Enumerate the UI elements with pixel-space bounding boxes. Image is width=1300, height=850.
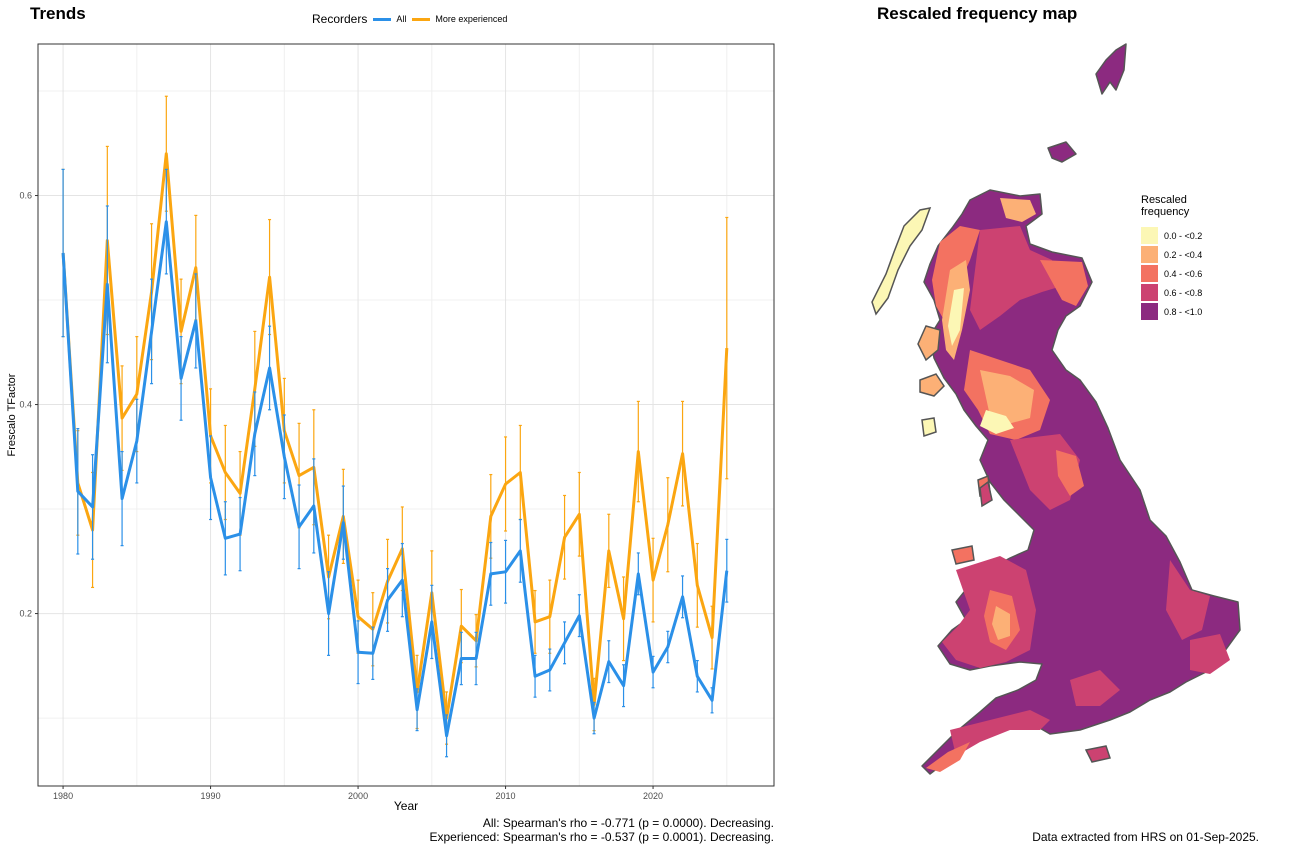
zone-04-06-east	[1040, 260, 1088, 306]
x-axis-title: Year	[394, 799, 418, 813]
zone-02-04-central	[980, 370, 1034, 424]
map-mull	[919, 373, 945, 397]
map-legend-row: 0.2 - <0.4	[1141, 245, 1202, 264]
zone-00-02-west	[948, 288, 964, 346]
map-legend-row: 0.8 - <1.0	[1141, 302, 1202, 321]
zone-06-08-highlands	[970, 226, 1062, 330]
legend-swatch-all	[373, 17, 392, 21]
legend-label-experienced: More experienced	[435, 14, 508, 24]
map-outer-hebrides	[871, 207, 932, 316]
zone-02-04-northcoast	[1000, 198, 1036, 222]
y-tick-label: 0.6	[19, 191, 32, 201]
data-source-note: Data extracted from HRS on 01-Sep-2025.	[1032, 830, 1259, 844]
map-isle-of-man	[979, 480, 993, 508]
map-legend-swatch	[1141, 227, 1158, 244]
legend-swatch-experienced	[412, 17, 431, 21]
map-isle-of-wight	[1084, 745, 1111, 763]
map-islay	[921, 417, 937, 438]
x-tick-label: 2000	[348, 791, 368, 801]
zone-00-02-central	[980, 410, 1014, 434]
map-legend-label: 0.8 - <1.0	[1164, 306, 1203, 317]
x-tick-label: 2020	[643, 791, 663, 801]
series-line-experienced	[61, 152, 729, 720]
map-legend-label: 0.2 - <0.4	[1164, 249, 1203, 260]
map-legend: Rescaled frequency 0.0 - <0.2 0.2 - <0.4 0…	[1141, 194, 1202, 321]
stats-all: All: Spearman's rho = -0.771 (p = 0.0000…	[482, 816, 774, 830]
spearman-stats: All: Spearman's rho = -0.771 (p = 0.0000…	[430, 816, 775, 844]
map-legend-row: 0.0 - <0.2	[1141, 226, 1202, 245]
trends-legend: Recorders All More experienced	[312, 12, 507, 26]
x-tick-label: 1980	[53, 791, 73, 801]
zone-04-06-cornwall	[926, 742, 970, 772]
legend-title: Recorders	[312, 12, 368, 26]
zone-04-06-pennines	[1056, 450, 1084, 496]
map-legend-swatch	[1141, 246, 1158, 263]
map-legend-swatch	[1141, 303, 1158, 320]
x-tick-label: 2010	[496, 791, 516, 801]
map-legend-title-2: frequency	[1141, 206, 1190, 218]
trends-title: Trends	[30, 4, 86, 23]
y-axis-title: Frescalo TFactor	[6, 373, 18, 456]
legend-item-experienced: More experienced	[412, 14, 507, 24]
y-tick-label: 0.4	[19, 400, 32, 410]
plot-panel-border	[37, 43, 775, 787]
map-legend-label: 0.6 - <0.8	[1164, 287, 1203, 298]
map-legend-swatch	[1141, 265, 1158, 282]
zone-06-08-southeast	[1190, 634, 1230, 674]
frequency-map	[871, 43, 1241, 775]
map-legend-swatch	[1141, 284, 1158, 301]
series-line-all	[61, 220, 729, 738]
map-legend-label: 0.4 - <0.6	[1164, 268, 1203, 279]
map-legend-label: 0.0 - <0.2	[1164, 230, 1203, 241]
stats-experienced: Experienced: Spearman's rho = -0.537 (p …	[429, 830, 775, 844]
map-shetland	[1095, 43, 1127, 95]
map-legend-title-1: Rescaled	[1141, 194, 1187, 206]
y-tick-label: 0.2	[19, 609, 32, 619]
zone-06-08-south	[1070, 670, 1120, 706]
zone-02-04-wales	[992, 606, 1010, 640]
legend-item-all: All	[373, 14, 406, 24]
map-orkney	[1047, 141, 1077, 163]
x-tick-label: 1990	[201, 791, 221, 801]
map-title: Rescaled frequency map	[877, 4, 1078, 23]
map-legend-row: 0.4 - <0.6	[1141, 264, 1202, 283]
map-anglesey	[951, 545, 975, 565]
zone-06-08-southwest	[950, 710, 1050, 756]
legend-label-all: All	[396, 14, 407, 24]
map-skye	[917, 325, 941, 362]
trends-chart: 0.2 0.4 0.6 1980 1990 2000 2010 2020 Year Frescal…	[6, 43, 775, 813]
map-legend-row: 0.6 - <0.8	[1141, 283, 1202, 302]
zone-06-08-east	[1166, 560, 1210, 640]
